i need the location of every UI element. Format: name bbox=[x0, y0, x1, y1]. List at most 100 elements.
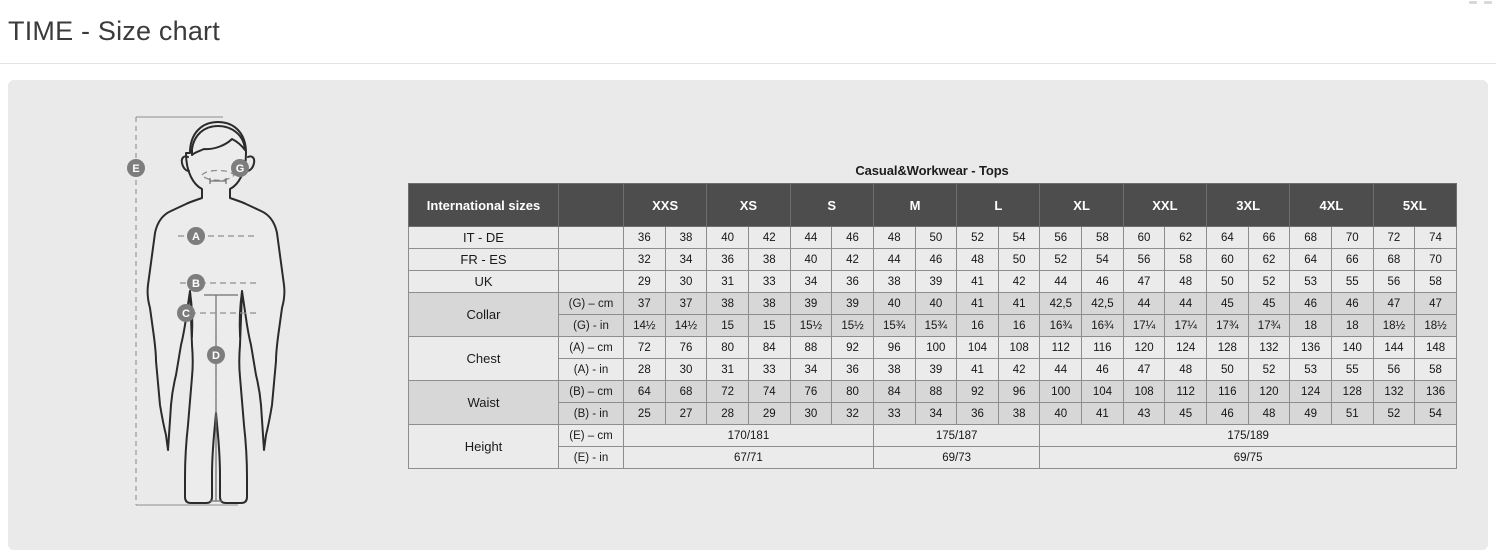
table-cell: 44 bbox=[1164, 292, 1208, 315]
table-cell: 36 bbox=[706, 248, 749, 271]
table-cell: 148 bbox=[1414, 336, 1457, 359]
table-cell: 108 bbox=[1122, 380, 1166, 403]
table-cell-span: 175/189 bbox=[1039, 424, 1457, 447]
table-cell: 136 bbox=[1414, 380, 1457, 403]
table-cell: 108 bbox=[997, 336, 1041, 359]
table-caption: Casual&Workwear - Tops bbox=[855, 163, 1009, 178]
table-row: Height (E) – cm 170/181 175/187 175/189 bbox=[408, 424, 1457, 469]
table-cell: 36 bbox=[831, 358, 874, 381]
row-measure-label: (G) – cm bbox=[558, 292, 624, 315]
table-cell: 112 bbox=[1164, 380, 1208, 403]
table-cell: 54 bbox=[1081, 248, 1124, 271]
table-row: (E) - in 67/71 69/73 69/75 bbox=[409, 446, 1457, 469]
header-size-xxl: XXL bbox=[1122, 183, 1208, 227]
table-cell: 72 bbox=[1372, 226, 1416, 249]
header-size-s: S bbox=[789, 183, 874, 227]
table-cell: 38 bbox=[747, 248, 791, 271]
table-cell: 52 bbox=[1247, 358, 1291, 381]
table-cell: 46 bbox=[1289, 292, 1332, 315]
table-cell: 52 bbox=[1039, 248, 1083, 271]
table-cell: 17¼ bbox=[1122, 314, 1166, 337]
table-cell: 34 bbox=[914, 402, 958, 425]
corner-mark-1 bbox=[1469, 1, 1477, 4]
body-measurement-diagram: E G A B C D bbox=[118, 105, 318, 525]
table-cell: 33 bbox=[747, 358, 791, 381]
table-cell: 40 bbox=[706, 226, 749, 249]
table-cell-span: 67/71 bbox=[623, 446, 874, 469]
table-cell: 41 bbox=[1081, 402, 1124, 425]
table-cell: 33 bbox=[747, 270, 791, 293]
table-cell: 64 bbox=[623, 380, 666, 403]
table-cell: 45 bbox=[1164, 402, 1208, 425]
table-cell: 32 bbox=[623, 248, 666, 271]
table-cell: 104 bbox=[1081, 380, 1124, 403]
table-row: FR - ES 32 34 36 38 40 42 44 46 48 50 52 54 56 58 60 62 6… bbox=[408, 248, 1457, 271]
table-cell: 42 bbox=[997, 358, 1041, 381]
table-cell: 41 bbox=[956, 292, 999, 315]
row-measure-label: (E) – cm bbox=[558, 424, 624, 447]
table-cell: 48 bbox=[1164, 270, 1208, 293]
table-cell: 120 bbox=[1247, 380, 1291, 403]
table-cell: 48 bbox=[1247, 402, 1291, 425]
table-cell: 56 bbox=[1372, 358, 1416, 381]
table-cell: 48 bbox=[956, 248, 999, 271]
table-cell: 46 bbox=[1206, 402, 1249, 425]
row-label: UK bbox=[408, 270, 559, 293]
row-label: Collar bbox=[408, 292, 559, 337]
table-cell: 92 bbox=[956, 380, 999, 403]
table-cell: 46 bbox=[914, 248, 958, 271]
table-cell: 39 bbox=[831, 292, 874, 315]
header-size-3xl: 3XL bbox=[1206, 183, 1291, 227]
table-cell: 44 bbox=[1039, 358, 1083, 381]
table-cell: 50 bbox=[997, 248, 1041, 271]
table-cell: 116 bbox=[1206, 380, 1249, 403]
table-cell: 72 bbox=[706, 380, 749, 403]
table-cell: 42 bbox=[747, 226, 791, 249]
table-cell: 68 bbox=[1289, 226, 1332, 249]
table-cell: 52 bbox=[956, 226, 999, 249]
table-cell: 54 bbox=[997, 226, 1041, 249]
header-size-xs: XS bbox=[706, 183, 791, 227]
table-cell: 64 bbox=[1289, 248, 1332, 271]
row-measure-label bbox=[558, 270, 624, 293]
table-cell: 50 bbox=[1206, 358, 1249, 381]
table-cell: 37 bbox=[664, 292, 708, 315]
table-cell: 53 bbox=[1289, 358, 1332, 381]
table-cell: 15¾ bbox=[914, 314, 958, 337]
table-cell: 44 bbox=[789, 226, 833, 249]
row-label: Waist bbox=[408, 380, 559, 425]
table-cell: 16 bbox=[997, 314, 1041, 337]
table-cell: 31 bbox=[706, 270, 749, 293]
table-cell: 33 bbox=[872, 402, 916, 425]
table-cell: 15½ bbox=[789, 314, 833, 337]
table-cell: 42,5 bbox=[1081, 292, 1124, 315]
marker-G: G bbox=[236, 163, 245, 175]
table-cell: 47 bbox=[1372, 292, 1416, 315]
row-measure-label: (A) - in bbox=[558, 358, 624, 381]
table-cell: 38 bbox=[872, 270, 916, 293]
table-cell: 55 bbox=[1330, 270, 1374, 293]
table-cell: 29 bbox=[747, 402, 791, 425]
marker-D: D bbox=[212, 350, 220, 362]
table-cell: 128 bbox=[1206, 336, 1249, 359]
table-cell: 16 bbox=[956, 314, 999, 337]
table-cell: 32 bbox=[831, 402, 874, 425]
row-label: Chest bbox=[408, 336, 559, 381]
table-cell: 47 bbox=[1122, 358, 1166, 381]
table-cell: 15½ bbox=[831, 314, 874, 337]
table-cell: 80 bbox=[831, 380, 874, 403]
table-cell: 47 bbox=[1414, 292, 1457, 315]
table-cell: 70 bbox=[1330, 226, 1374, 249]
table-cell: 30 bbox=[664, 358, 708, 381]
table-cell: 64 bbox=[1206, 226, 1249, 249]
table-cell: 124 bbox=[1289, 380, 1332, 403]
table-cell: 45 bbox=[1206, 292, 1249, 315]
header-size-m: M bbox=[872, 183, 958, 227]
table-cell-span: 69/73 bbox=[872, 446, 1041, 469]
size-chart-table-block: Casual&Workwear - Tops International siz… bbox=[408, 163, 1457, 469]
table-cell: 15¾ bbox=[872, 314, 916, 337]
table-cell: 56 bbox=[1039, 226, 1083, 249]
table-row: Chest (A) – cm 72 76 80 84 88 92 96 100 104 108 112 1… bbox=[408, 336, 1457, 381]
row-measure-label: (B) - in bbox=[558, 402, 624, 425]
table-cell: 40 bbox=[789, 248, 833, 271]
